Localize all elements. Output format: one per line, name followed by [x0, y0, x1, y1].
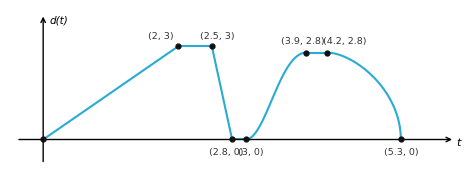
Text: (2.5, 3): (2.5, 3): [200, 32, 235, 41]
Text: (3.9, 2.8): (3.9, 2.8): [281, 37, 325, 46]
Text: d(t): d(t): [50, 15, 69, 25]
Text: (4.2, 2.8): (4.2, 2.8): [323, 37, 367, 46]
Text: (5.3, 0): (5.3, 0): [384, 148, 419, 157]
Text: (2, 3): (2, 3): [148, 32, 173, 41]
Text: (2.8, 0): (2.8, 0): [209, 148, 243, 157]
Text: (3, 0): (3, 0): [237, 148, 263, 157]
Text: t: t: [456, 138, 461, 148]
